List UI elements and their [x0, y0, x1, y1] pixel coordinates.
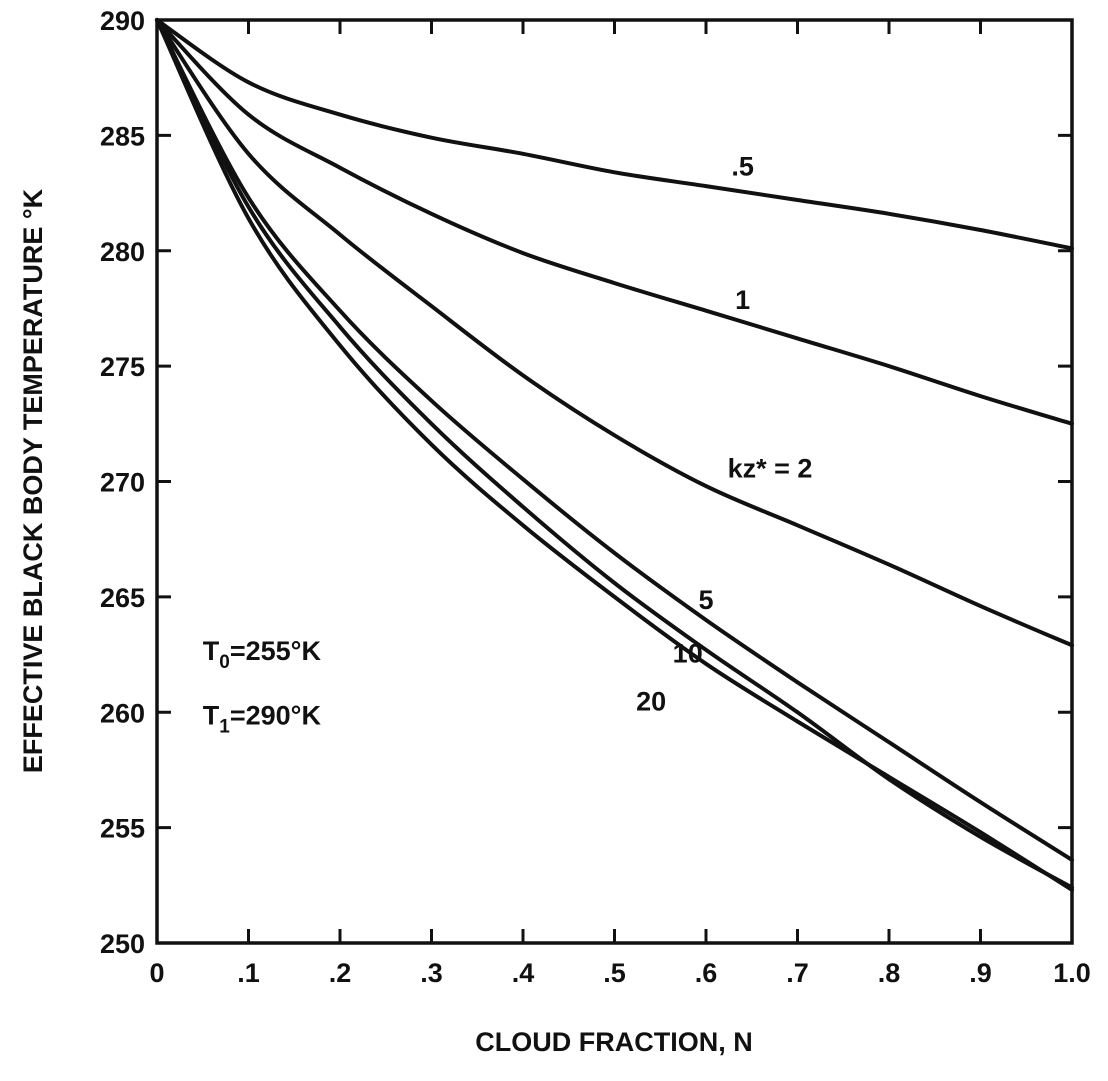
x-axis-title: CLOUD FRACTION, N — [475, 1027, 752, 1057]
series-label-5: 20 — [636, 687, 666, 717]
series-label-4: 10 — [673, 638, 703, 668]
x-tick-label: 1.0 — [1053, 958, 1091, 988]
x-tick-labels: 0 .1 .2 .3 .4 .5 .6 .7 .8 .9 1.0 — [149, 958, 1090, 988]
y-tick-label: 290 — [100, 6, 145, 36]
x-tick-label: .1 — [237, 958, 260, 988]
y-tick-label: 285 — [100, 121, 145, 151]
y-tick-label: 265 — [100, 583, 145, 613]
x-tick-label: .9 — [969, 958, 992, 988]
x-tick-label: .3 — [420, 958, 443, 988]
series-line-0 — [155, 18, 1074, 251]
x-tick-label: .6 — [695, 958, 718, 988]
annotations: T0=255°K T1=290°K — [203, 636, 322, 738]
x-tick-label: 0 — [149, 958, 164, 988]
series-line-2 — [155, 18, 1074, 648]
series-label-3: 5 — [698, 585, 713, 615]
series-label-0: .5 — [731, 151, 754, 181]
series-line-4 — [155, 18, 1074, 890]
series-label-2: kz* = 2 — [728, 454, 813, 484]
y-tick-label: 280 — [100, 237, 145, 267]
series-line-5 — [155, 18, 1074, 892]
y-tick-label: 270 — [100, 468, 145, 498]
x-tick-label: .8 — [878, 958, 901, 988]
x-tick-label: .7 — [786, 958, 809, 988]
y-tick-label: 250 — [100, 929, 145, 959]
y-tick-label: 275 — [100, 352, 145, 382]
series-lines — [155, 18, 1074, 892]
annotation-t0: T0=255°K — [203, 636, 322, 673]
series-line-3 — [155, 18, 1074, 862]
y-axis-title: EFFECTIVE BLACK BODY TEMPERATURE °K — [18, 188, 48, 773]
x-tick-label: .5 — [603, 958, 626, 988]
x-tick-label: .4 — [512, 958, 535, 988]
y-tick-labels: 250 255 260 265 270 275 280 285 290 — [100, 6, 145, 959]
x-tick-label: .2 — [329, 958, 352, 988]
y-tick-label: 255 — [100, 814, 145, 844]
annotation-t1: T1=290°K — [203, 701, 322, 738]
y-tick-label: 260 — [100, 698, 145, 728]
tick-marks — [157, 20, 1072, 943]
series-line-1 — [155, 18, 1074, 426]
series-label-1: 1 — [735, 285, 750, 315]
